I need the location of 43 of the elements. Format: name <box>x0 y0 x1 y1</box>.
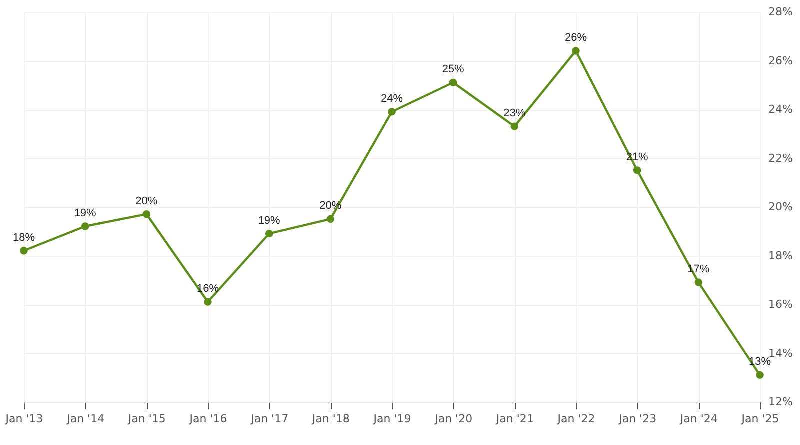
x-tick-label: Jan '21 <box>495 412 534 426</box>
y-tick-label: 24% <box>768 103 793 116</box>
point <box>449 78 458 87</box>
data-label: 25% <box>442 64 465 76</box>
data-label: 26% <box>564 32 588 44</box>
point <box>142 210 151 218</box>
point <box>694 278 703 286</box>
point <box>326 215 335 224</box>
y-tick-label: 12% <box>768 396 793 408</box>
x-tick-label: Jan '18 <box>311 412 350 426</box>
point <box>204 298 212 306</box>
point <box>633 166 642 174</box>
data-label: 18% <box>12 232 36 244</box>
data-label: 24% <box>380 92 404 105</box>
y-tick-label: 16% <box>768 298 793 311</box>
point <box>388 108 396 116</box>
y-tick-label: 20% <box>768 200 793 214</box>
point <box>265 230 274 238</box>
x-tick-label: Jan '20 <box>434 412 473 426</box>
x-tick-label: Jan '16 <box>188 412 228 426</box>
y-tick-label: 28% <box>768 6 793 18</box>
x-tick-label: Jan '15 <box>127 412 166 426</box>
point <box>572 47 580 55</box>
x-tick-label: Jan '24 <box>679 412 718 426</box>
x-tick-label: Jan '17 <box>250 412 289 426</box>
data-label: 20% <box>136 195 158 208</box>
y-tick-label: 14% <box>768 346 793 360</box>
point <box>510 122 519 130</box>
point <box>81 222 90 230</box>
point <box>756 371 764 380</box>
y-tick-label: 22% <box>768 152 793 165</box>
x-tick-label: Jan '23 <box>618 412 657 426</box>
x-tick-label: Jan '19 <box>372 412 412 426</box>
y-tick-label: 26% <box>768 54 793 68</box>
x-tick-label: Jan '25 <box>740 412 780 426</box>
point <box>20 247 28 255</box>
data-label: 19% <box>258 214 281 227</box>
x-tick-label: Jan '14 <box>66 412 105 426</box>
data-label: 23% <box>504 108 526 120</box>
data-label: 19% <box>74 208 97 220</box>
y-tick-label: 18% <box>768 249 793 262</box>
x-tick-label: Jan '22 <box>556 412 596 426</box>
x-tick-label: Jan '13 <box>4 412 44 426</box>
